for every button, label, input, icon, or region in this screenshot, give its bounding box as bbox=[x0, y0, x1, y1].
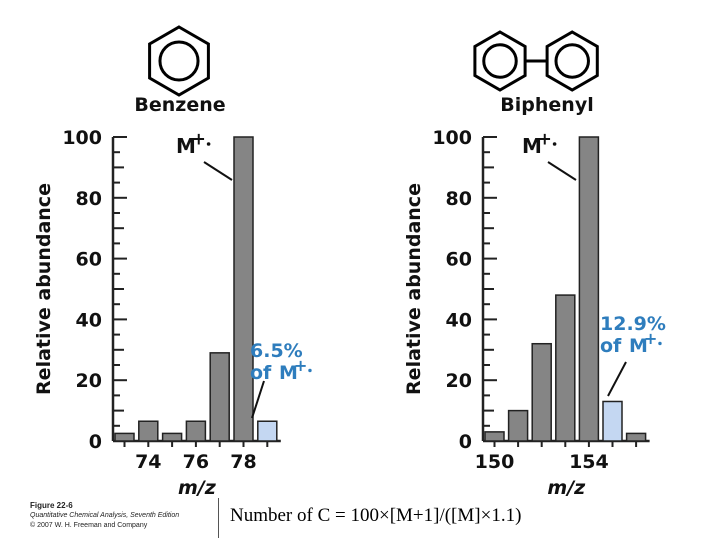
y-tick-label: 20 bbox=[76, 370, 102, 392]
benzene-structure-icon bbox=[148, 25, 210, 97]
isotope-of-prefix: of bbox=[250, 362, 272, 384]
y-tick-label: 80 bbox=[76, 188, 102, 210]
isotope-percent-label: 6.5% bbox=[250, 340, 303, 362]
svg-text:M: M bbox=[629, 335, 648, 357]
molecular-ion-leader-line bbox=[203, 161, 233, 181]
y-tick-label: 60 bbox=[76, 249, 102, 271]
y-tick-label: 100 bbox=[62, 127, 102, 149]
x-tick-label: 74 bbox=[135, 451, 161, 473]
peak-bar bbox=[484, 431, 505, 442]
figure-number: Figure 22-6 bbox=[30, 501, 73, 510]
y-tick-label: 40 bbox=[446, 309, 472, 331]
y-tick-label: 20 bbox=[446, 370, 472, 392]
benzene-chart: Benzene Relative abundance 0 20 40 60 80 100 74 7… bbox=[33, 25, 312, 499]
biphenyl-structure-icon bbox=[473, 30, 599, 92]
molecular-ion-label: M+ bbox=[522, 130, 557, 158]
y-tick-label: 60 bbox=[446, 249, 472, 271]
svg-text:M: M bbox=[522, 134, 542, 158]
y-tick-label: 0 bbox=[459, 431, 472, 453]
svg-text:M: M bbox=[279, 362, 298, 384]
chart-title: Benzene bbox=[134, 94, 225, 116]
svg-text:+: + bbox=[644, 329, 658, 348]
isotope-of-label: M+ bbox=[629, 329, 662, 357]
peak-bar bbox=[507, 409, 529, 442]
isotope-of-prefix: of bbox=[600, 335, 622, 357]
isotope-peak-bar bbox=[602, 400, 623, 442]
isotope-percent-label: 12.9% bbox=[600, 313, 666, 335]
isotope-leader-line bbox=[607, 361, 627, 397]
biphenyl-chart: Biphenyl Relative abundance 0 20 40 60 80 100 15… bbox=[403, 30, 666, 499]
figure-source: Quantitative Chemical Analysis, Seventh … bbox=[30, 512, 180, 519]
y-axis-label: Relative abundance bbox=[403, 183, 425, 395]
x-tick-label: 78 bbox=[230, 451, 256, 473]
y-tick-label: 40 bbox=[76, 309, 102, 331]
peak-bar bbox=[138, 420, 159, 442]
peak-bar bbox=[531, 342, 552, 442]
chart-title: Biphenyl bbox=[500, 94, 593, 116]
peak-bar bbox=[555, 294, 576, 442]
peak-bar bbox=[114, 432, 135, 442]
x-tick-label: 150 bbox=[475, 451, 515, 473]
svg-text:+: + bbox=[538, 130, 552, 150]
figure-copyright: © 2007 W. H. Freeman and Company bbox=[30, 522, 148, 529]
carbon-count-formula: Number of C = 100×[M+1]/([M]×1.1) bbox=[230, 505, 522, 526]
x-tick-label: 154 bbox=[569, 451, 609, 473]
peak-bar bbox=[233, 136, 254, 442]
x-tick-label: 76 bbox=[183, 451, 209, 473]
molecular-ion-leader-line bbox=[547, 161, 577, 181]
x-axis-label: m/z bbox=[178, 477, 217, 499]
peak-bar bbox=[161, 432, 183, 442]
isotope-leader-line bbox=[251, 380, 265, 419]
y-tick-label: 80 bbox=[446, 188, 472, 210]
phenyl-ring-icon bbox=[545, 30, 599, 92]
phenyl-ring-icon bbox=[473, 30, 527, 92]
y-axis-label: Relative abundance bbox=[33, 183, 55, 395]
peak-bar bbox=[578, 136, 600, 442]
isotope-of-label: M+ bbox=[279, 356, 312, 384]
molecular-ion-label: M+ bbox=[176, 130, 211, 158]
y-tick-label: 0 bbox=[89, 431, 102, 453]
svg-text:+: + bbox=[294, 356, 308, 375]
caption-divider bbox=[218, 498, 219, 538]
figure-caption: Figure 22-6 Quantitative Chemical Analys… bbox=[30, 501, 230, 531]
peak-bar bbox=[625, 432, 647, 442]
isotope-peak-bar bbox=[257, 420, 278, 442]
x-axis-label: m/z bbox=[547, 477, 586, 499]
peak-bar bbox=[209, 352, 230, 442]
svg-text:M: M bbox=[176, 134, 196, 158]
peak-bar bbox=[185, 420, 207, 442]
y-tick-label: 100 bbox=[432, 127, 472, 149]
svg-text:+: + bbox=[192, 130, 206, 150]
